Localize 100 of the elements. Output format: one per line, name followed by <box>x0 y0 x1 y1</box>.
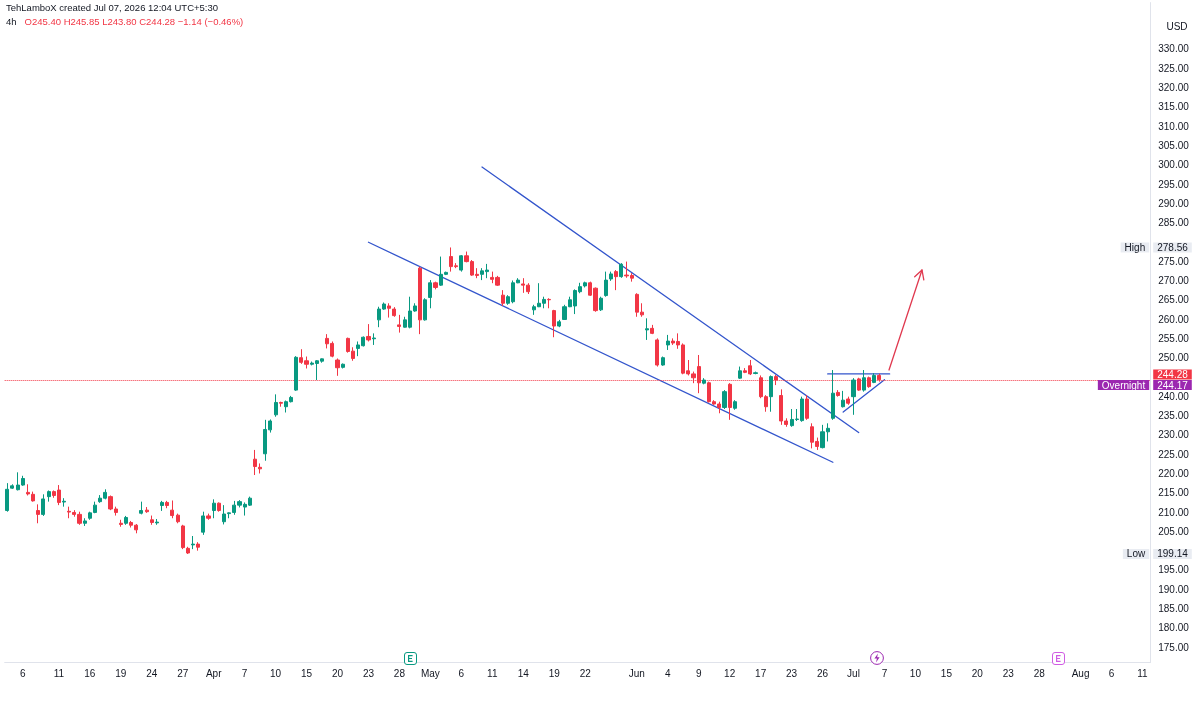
text: O245.40 H245.85 L243.80 C244.28 −1.14 (−0.46%) <box>24 16 244 27</box>
x-tick-label: 23 <box>786 668 798 680</box>
x-tick-label: 16 <box>84 668 96 680</box>
y-tick-label: 220.00 <box>1158 467 1190 479</box>
candlestick <box>459 254 463 273</box>
x-tick-label: 6 <box>19 668 26 680</box>
candlestick <box>47 489 51 503</box>
candlestick <box>335 357 340 377</box>
candlestick <box>253 449 257 476</box>
x-tick-label: 10 <box>270 668 282 680</box>
candlestick <box>614 269 618 291</box>
candlestick <box>428 279 432 309</box>
candlestick <box>36 503 40 524</box>
x-tick-label: 19 <box>115 668 127 680</box>
x-tick-label: Apr <box>205 668 223 680</box>
candlestick <box>206 513 211 521</box>
y-tick-label: 325.00 <box>1158 62 1190 74</box>
y-tick-label: 315.00 <box>1158 101 1190 113</box>
y-tick-label: 295.00 <box>1158 178 1190 190</box>
x-tick-label: 20 <box>331 668 344 680</box>
y-tick-label: 210.00 <box>1158 506 1190 518</box>
x-tick-label: 14 <box>517 668 530 680</box>
y-tick-label: 310.00 <box>1158 120 1190 132</box>
candlestick <box>124 515 128 526</box>
y-tick-label: 240.00 <box>1158 390 1190 402</box>
candlestick <box>341 362 345 369</box>
x-tick-label: 28 <box>1033 668 1046 680</box>
ref-line-label: 244.28 <box>1157 369 1189 381</box>
y-tick-label: 290.00 <box>1158 197 1190 209</box>
candlestick <box>155 518 159 526</box>
y-tick-label: 225.00 <box>1158 448 1190 460</box>
x-tick-label: Jul <box>847 668 860 680</box>
candlestick <box>279 401 283 408</box>
candlestick <box>139 501 143 515</box>
x-tick-label: 15 <box>940 668 953 680</box>
candlestick <box>145 506 149 514</box>
y-tick-label: 230.00 <box>1158 429 1190 441</box>
x-tick-label: 17 <box>755 668 767 680</box>
candlestick <box>196 541 200 552</box>
x-tick-label: 22 <box>579 668 592 680</box>
candlestick <box>294 355 298 392</box>
candlestick <box>10 483 14 490</box>
candlestick <box>655 337 659 368</box>
x-tick-label: 11 <box>53 668 65 680</box>
x-tick-label: 7 <box>241 668 248 680</box>
annotation: Low <box>1126 548 1146 560</box>
candlestick <box>805 394 809 421</box>
candlestick <box>666 334 670 351</box>
y-axis-title: USD <box>1166 20 1188 32</box>
candlestick <box>191 535 195 550</box>
y-tick-label: 175.00 <box>1158 641 1190 653</box>
x-tick-label: 9 <box>695 668 702 680</box>
candlestick <box>831 369 835 421</box>
x-tick-label: 6 <box>1108 668 1115 680</box>
text: 4h <box>6 16 17 27</box>
candlestick <box>851 377 856 416</box>
x-tick-label: 4 <box>664 668 671 680</box>
candlestick <box>181 524 185 550</box>
x-tick-label: 26 <box>816 668 829 680</box>
y-tick-label: 215.00 <box>1158 487 1190 499</box>
candlestick <box>872 372 876 384</box>
x-tick-label: 28 <box>393 668 406 680</box>
candlestick <box>160 500 164 512</box>
annotation: Overnight <box>1101 379 1146 391</box>
candlestick <box>661 356 665 367</box>
candlestick <box>552 309 556 338</box>
candlestick <box>547 297 551 309</box>
candlestick <box>397 314 401 334</box>
y-tick-label: 275.00 <box>1158 255 1190 267</box>
candlestick <box>738 366 742 380</box>
annotation: High <box>1124 241 1146 253</box>
candlestick <box>702 377 706 385</box>
y-tick-label: 300.00 <box>1158 159 1190 171</box>
candlestick <box>119 519 123 528</box>
candlestick <box>733 399 737 411</box>
x-tick-label: Jun <box>628 668 645 680</box>
candlestick <box>728 382 732 421</box>
candlestick <box>836 389 840 398</box>
candlestick <box>423 297 427 322</box>
y-tick-label: 205.00 <box>1158 525 1190 537</box>
y-tick-label: 270.00 <box>1158 274 1190 286</box>
candlestick <box>366 323 371 342</box>
candlestick <box>372 332 376 346</box>
y-tick-label: 185.00 <box>1158 603 1190 615</box>
candlestick <box>846 396 850 406</box>
candlestick <box>41 493 45 517</box>
x-tick-label: May <box>420 668 440 680</box>
text: 244.17 <box>1157 379 1189 391</box>
x-tick-label: 24 <box>146 668 158 680</box>
candlestick <box>418 266 422 335</box>
x-tick-label: Aug <box>1071 668 1090 680</box>
x-tick-label: 7 <box>881 668 888 680</box>
y-tick-label: 250.00 <box>1158 352 1190 364</box>
candlestick <box>5 482 9 513</box>
candlestick <box>501 289 505 307</box>
candlestick <box>186 546 190 555</box>
y-tick-label: 260.00 <box>1158 313 1190 325</box>
y-tick-label: 320.00 <box>1158 82 1190 94</box>
y-tick-label: 180.00 <box>1158 622 1190 634</box>
x-tick-label: 11 <box>1137 668 1149 680</box>
